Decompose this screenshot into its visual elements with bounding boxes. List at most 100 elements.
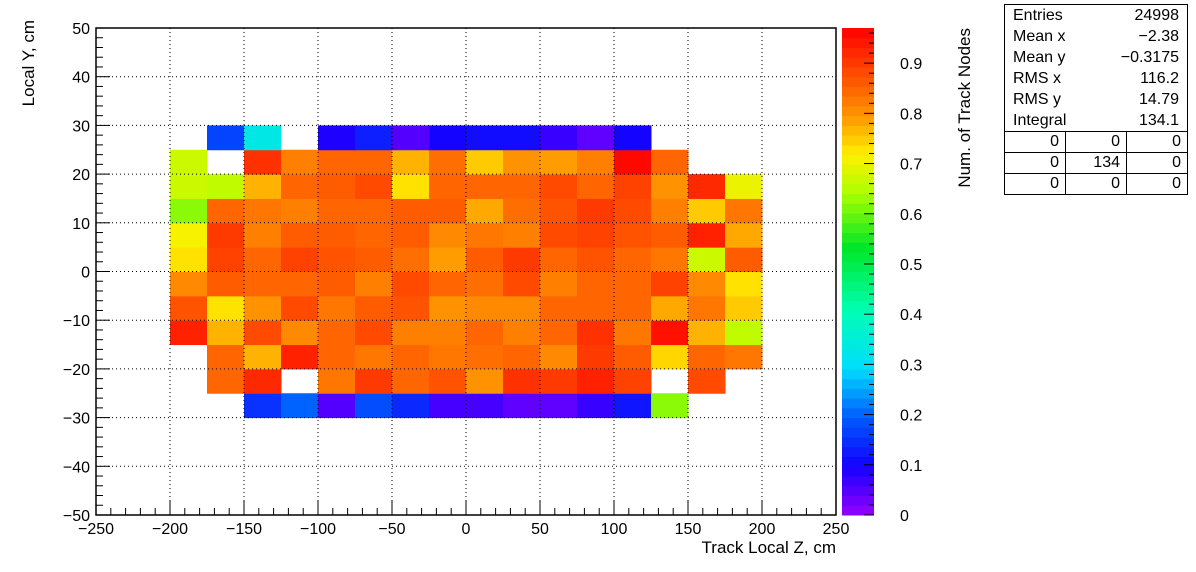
heatmap-bin bbox=[318, 125, 356, 151]
stats-value: 14.79 bbox=[1138, 91, 1179, 108]
z-axis-label: Num. of Track Nodes bbox=[955, 28, 974, 188]
palette-segment bbox=[842, 96, 874, 107]
palette-segment bbox=[842, 398, 874, 409]
heatmap-bin bbox=[207, 125, 245, 151]
palette-segment bbox=[842, 485, 874, 497]
heatmap-bin bbox=[244, 295, 282, 321]
heatmap-bin bbox=[540, 125, 578, 151]
heatmap-bin bbox=[503, 174, 541, 199]
heatmap-bin bbox=[577, 295, 615, 321]
heatmap-bin bbox=[392, 320, 430, 346]
palette-segment bbox=[842, 261, 874, 272]
palette-segment bbox=[842, 193, 874, 204]
heatmap-bin bbox=[355, 174, 393, 199]
grid-lines bbox=[96, 28, 836, 515]
heatmap-bin bbox=[540, 393, 578, 419]
heatmap-bin bbox=[170, 222, 208, 248]
heatmap-bin bbox=[318, 344, 356, 370]
palette-segment bbox=[842, 271, 874, 282]
heatmap-bin bbox=[540, 344, 578, 370]
palette-segment bbox=[842, 76, 874, 87]
palette-segment bbox=[842, 232, 874, 243]
palette-segment bbox=[842, 310, 874, 321]
heatmap-bin bbox=[244, 198, 282, 224]
palette-segment bbox=[842, 125, 874, 136]
y-tick-label: 40 bbox=[72, 70, 90, 87]
heatmap-bin bbox=[392, 393, 430, 419]
palette-segment bbox=[842, 105, 874, 117]
stats-grid-row: 0 134 0 bbox=[1005, 153, 1187, 174]
palette-segment bbox=[842, 368, 874, 380]
stats-row: Entries 24998 bbox=[1005, 5, 1187, 26]
stats-grid-cell: 0 bbox=[1066, 174, 1127, 194]
stats-row: Integral 134.1 bbox=[1005, 110, 1187, 131]
stats-grid-cell: 0 bbox=[1172, 154, 1181, 171]
heatmap-bin bbox=[651, 149, 689, 175]
stats-grid-cell: 0 bbox=[1005, 174, 1066, 194]
palette-segment bbox=[842, 213, 874, 224]
heatmap-bin bbox=[392, 344, 430, 370]
x-tick-label: −250 bbox=[78, 521, 114, 538]
heatmap-bin bbox=[429, 125, 467, 151]
stats-grid-cell: 134 bbox=[1066, 153, 1127, 173]
stats-rows: Entries 24998 Mean x −2.38 Mean y −0.3175 RMS … bbox=[1005, 5, 1187, 131]
heatmap-bin bbox=[281, 247, 319, 272]
palette-segment bbox=[842, 437, 874, 448]
heatmap-bin bbox=[651, 247, 689, 272]
heatmap-bin bbox=[392, 174, 430, 199]
heatmap-bin bbox=[540, 271, 578, 297]
stats-label: Integral bbox=[1013, 112, 1067, 129]
palette-segment bbox=[842, 320, 874, 331]
stats-grid-cell: 0 bbox=[1172, 175, 1181, 192]
heatmap-bin bbox=[244, 149, 282, 175]
y-tick-label: −10 bbox=[63, 313, 90, 330]
heatmap-bin bbox=[170, 174, 208, 199]
palette-segment bbox=[842, 28, 874, 39]
heatmap-bins bbox=[170, 125, 763, 419]
y-tick-label: −40 bbox=[63, 459, 90, 476]
x-tick-label: 200 bbox=[749, 521, 776, 538]
heatmap-bin bbox=[540, 247, 578, 272]
heatmap-bin bbox=[466, 320, 504, 346]
heatmap-bin bbox=[466, 198, 504, 224]
heatmap-bin bbox=[170, 247, 208, 272]
palette-tick-label: 0.3 bbox=[900, 357, 922, 374]
stats-box: Entries 24998 Mean x −2.38 Mean y −0.3175 RMS … bbox=[1004, 4, 1188, 195]
heatmap-bin bbox=[281, 344, 319, 370]
heatmap-bin bbox=[688, 320, 726, 346]
palette-segment bbox=[842, 57, 874, 68]
heatmap-bin bbox=[466, 271, 504, 297]
palette-segment bbox=[842, 300, 874, 311]
heatmap-bin bbox=[503, 320, 541, 346]
heatmap-bin bbox=[429, 320, 467, 346]
heatmap-bin bbox=[651, 344, 689, 370]
heatmap-bin bbox=[355, 368, 393, 394]
heatmap-bin bbox=[466, 125, 504, 151]
heatmap-bin bbox=[170, 198, 208, 224]
heatmap-bin bbox=[429, 149, 467, 175]
palette-tick-label: 0.9 bbox=[900, 56, 922, 73]
heatmap-bin bbox=[281, 198, 319, 224]
heatmap-bin bbox=[577, 149, 615, 175]
y-tick-label: 10 bbox=[72, 216, 90, 233]
heatmap-bin bbox=[355, 320, 393, 346]
stats-value: 134.1 bbox=[1138, 112, 1179, 129]
stats-grid-cell: 0 bbox=[1066, 132, 1127, 152]
heatmap-bin bbox=[725, 295, 763, 321]
heatmap-bin bbox=[577, 222, 615, 248]
heatmap-bin bbox=[429, 344, 467, 370]
palette-segment bbox=[842, 466, 874, 477]
heatmap-bin bbox=[577, 198, 615, 224]
heatmap-bin bbox=[614, 198, 652, 224]
heatmap-bin bbox=[725, 271, 763, 297]
heatmap-bin bbox=[355, 222, 393, 248]
heatmap-bin bbox=[466, 368, 504, 394]
palette-tick-label: 0.4 bbox=[900, 307, 922, 324]
heatmap-bin bbox=[577, 174, 615, 199]
stats-value: 116.2 bbox=[1140, 70, 1179, 87]
stats-grid: 0 0 0 0 134 0 0 0 0 bbox=[1005, 131, 1187, 194]
heatmap-bin bbox=[207, 320, 245, 346]
heatmap-bin bbox=[577, 393, 615, 419]
palette-segment bbox=[842, 37, 874, 48]
heatmap-bin bbox=[355, 271, 393, 297]
